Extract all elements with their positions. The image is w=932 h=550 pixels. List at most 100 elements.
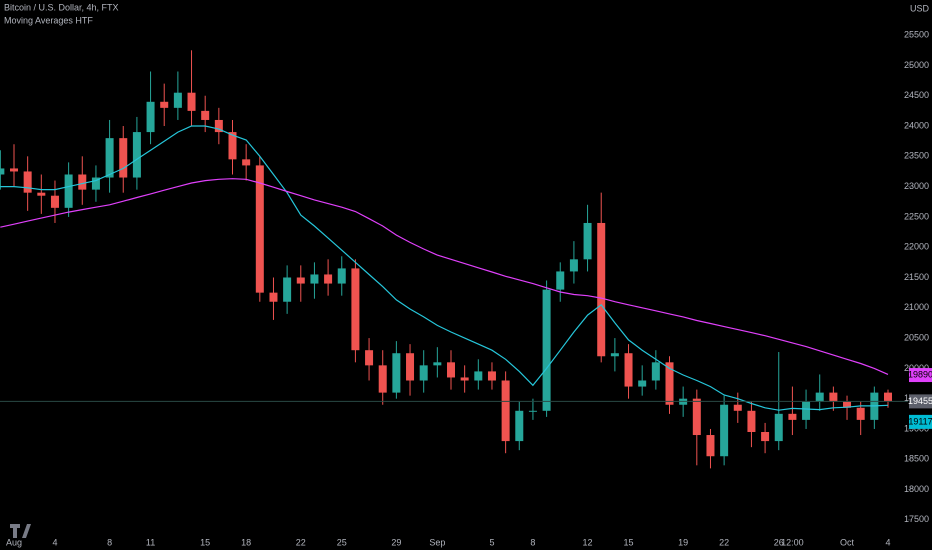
- x-tick-label: Aug: [6, 537, 22, 547]
- candle-body: [351, 268, 360, 351]
- candle-body: [515, 410, 524, 442]
- y-tick-label: 17500: [904, 514, 929, 524]
- price-label: 19890: [908, 369, 932, 379]
- candle-body: [856, 407, 865, 420]
- x-tick-label: 29: [391, 537, 401, 547]
- candle-body: [255, 165, 264, 293]
- candle-body: [597, 222, 606, 357]
- y-tick-label: 23500: [904, 151, 929, 161]
- candle-body: [119, 138, 128, 178]
- candle-body: [146, 101, 155, 133]
- candle-body: [78, 174, 87, 190]
- y-tick-label: 24000: [904, 120, 929, 130]
- x-tick-label: Oct: [840, 537, 855, 547]
- x-tick-label: 26: [774, 537, 784, 547]
- y-tick-label: 22000: [904, 242, 929, 252]
- candle-body: [884, 392, 892, 402]
- candle-body: [706, 435, 715, 457]
- price-label-box: [909, 368, 932, 383]
- candle-body: [720, 404, 729, 457]
- x-tick-label: 4: [885, 537, 890, 547]
- x-tick-label: Sep: [429, 537, 445, 547]
- x-tick-label: 18: [241, 537, 251, 547]
- x-tick-label: 25: [337, 537, 347, 547]
- y-tick-label: 20500: [904, 332, 929, 342]
- candle-body: [296, 277, 305, 284]
- candle-body: [556, 271, 565, 290]
- candle-body: [542, 289, 551, 411]
- candle-body: [37, 192, 46, 196]
- candle-body: [283, 277, 292, 302]
- candle-body: [187, 92, 196, 111]
- candle-body: [433, 362, 442, 366]
- candle-body: [105, 138, 114, 178]
- x-tick-label: 4: [52, 537, 57, 547]
- currency-label: USD: [910, 3, 930, 13]
- candle-body: [788, 413, 797, 420]
- candle-body: [774, 413, 783, 442]
- y-tick-label: 22500: [904, 211, 929, 221]
- candle-body: [10, 168, 18, 172]
- price-label-box: [909, 394, 932, 409]
- candle-body: [64, 174, 73, 208]
- y-tick-label: 21500: [904, 272, 929, 282]
- x-tick-label: 19: [678, 537, 688, 547]
- candle-body: [610, 353, 619, 357]
- candle-body: [665, 362, 674, 405]
- candle-body: [651, 362, 660, 381]
- x-tick-label: 15: [200, 537, 210, 547]
- moving-average-line: [0, 178, 889, 375]
- candle-body: [173, 92, 182, 108]
- candle-body: [378, 365, 387, 393]
- x-tick-label: 8: [530, 537, 535, 547]
- price-axis: [908, 0, 932, 550]
- candle-body: [692, 398, 701, 436]
- candle-body: [337, 268, 346, 284]
- price-label: 19117: [908, 416, 932, 426]
- candle-body: [501, 380, 510, 442]
- candle-body: [160, 101, 169, 108]
- candle-body: [829, 392, 838, 402]
- candle-body: [214, 119, 223, 133]
- chart-title: Bitcoin / U.S. Dollar, 4h, FTX: [4, 2, 119, 12]
- x-tick-label: 22: [719, 537, 729, 547]
- y-tick-label: 24500: [904, 90, 929, 100]
- candle-body: [0, 168, 5, 175]
- candle-body: [761, 431, 770, 442]
- candle-body: [132, 132, 141, 178]
- x-tick-label: 5: [489, 537, 494, 547]
- candle-body: [50, 195, 59, 208]
- y-tick-label: 21000: [904, 302, 929, 312]
- y-tick-label: 25000: [904, 60, 929, 70]
- candle-body: [569, 259, 578, 272]
- x-tick-label: 15: [624, 537, 634, 547]
- candle-body: [447, 362, 455, 378]
- candle-body: [474, 371, 483, 381]
- candle-body: [406, 353, 415, 381]
- moving-average-line: [0, 125, 889, 411]
- candle-body: [419, 365, 428, 381]
- candle-body: [269, 292, 278, 302]
- x-tick-label: 11: [146, 537, 155, 547]
- candle-body: [23, 171, 32, 193]
- candle-body: [638, 380, 647, 387]
- candle-body: [310, 274, 319, 284]
- indicator-title: Moving Averages HTF: [4, 15, 93, 25]
- candle-body: [583, 222, 592, 260]
- x-tick-label: 12:00: [781, 537, 804, 547]
- plot-area: [0, 50, 908, 469]
- x-tick-label: 8: [107, 537, 112, 547]
- candle-body: [201, 110, 210, 120]
- candle-body: [365, 350, 374, 366]
- candle-body: [624, 353, 633, 387]
- candle-body: [843, 401, 852, 408]
- y-tick-label: 25500: [904, 30, 929, 40]
- candle-body: [747, 410, 756, 432]
- candle-body: [815, 392, 824, 402]
- logo-mark: [10, 524, 31, 538]
- y-tick-label: 18000: [904, 484, 929, 494]
- candle-body: [528, 410, 537, 412]
